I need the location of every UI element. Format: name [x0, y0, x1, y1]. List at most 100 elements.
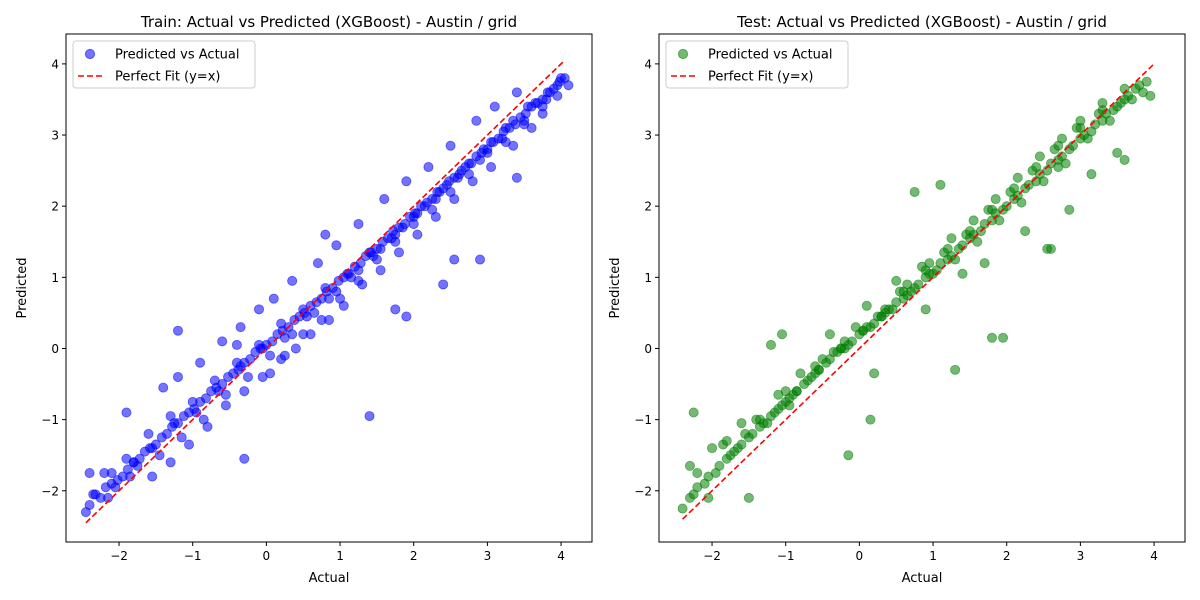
y-axis: −2 −1 0 1 2 3 4: [41, 57, 66, 498]
data-point: [165, 457, 176, 468]
data-point: [736, 439, 747, 450]
data-point: [765, 339, 776, 350]
data-point: [143, 428, 154, 439]
data-point: [817, 354, 828, 365]
plot-area: [677, 63, 1156, 520]
data-point: [84, 499, 95, 510]
data-point: [463, 158, 474, 169]
data-point: [795, 368, 806, 379]
data-point: [423, 162, 434, 173]
data-point: [1075, 122, 1086, 133]
y-tick-label: −2: [634, 484, 652, 498]
y-tick-label: 2: [51, 200, 59, 214]
data-point: [390, 236, 401, 247]
legend-marker: [84, 48, 96, 60]
data-point: [1082, 133, 1093, 144]
data-point: [353, 275, 364, 286]
data-point: [312, 258, 323, 269]
data-point: [121, 407, 132, 418]
data-point: [375, 243, 386, 254]
data-point: [375, 265, 386, 276]
y-tick-label: 3: [644, 129, 652, 143]
data-point: [813, 364, 824, 375]
data-point: [968, 215, 979, 226]
y-tick-label: 1: [644, 271, 652, 285]
data-point: [946, 233, 957, 244]
data-point: [486, 137, 497, 148]
data-point: [858, 325, 869, 336]
data-point: [408, 218, 419, 229]
data-point: [320, 229, 331, 240]
y-axis-label: Predicted: [15, 257, 30, 318]
perfect-fit-line: [682, 63, 1155, 520]
data-point: [791, 386, 802, 397]
data-point: [865, 414, 876, 425]
x-tick-label: 0: [263, 549, 271, 563]
x-tick-label: −2: [110, 549, 128, 563]
data-point: [714, 460, 725, 471]
legend-box: [72, 40, 256, 89]
data-point: [979, 258, 990, 269]
data-point: [729, 446, 740, 457]
data-point: [519, 119, 530, 130]
x-tick-label: 2: [410, 549, 418, 563]
x-tick-label: 4: [557, 549, 565, 563]
data-point: [169, 418, 180, 429]
x-tick-label: 4: [1150, 549, 1158, 563]
x-axis-label: Actual: [309, 571, 350, 586]
data-point: [920, 304, 931, 315]
legend: Predicted vs Actual Perfect Fit (y=x): [665, 40, 849, 89]
x-tick-label: 3: [484, 549, 492, 563]
data-point: [511, 87, 522, 98]
x-tick-label: 1: [336, 549, 344, 563]
data-point: [898, 286, 909, 297]
plot-frame: [658, 33, 1186, 543]
data-point: [1053, 140, 1064, 151]
data-point: [88, 489, 99, 500]
data-point: [684, 460, 695, 471]
y-tick-label: 4: [644, 57, 652, 71]
legend-box: [665, 40, 849, 89]
y-tick-label: 4: [51, 57, 59, 71]
data-point: [449, 254, 460, 265]
data-point: [335, 293, 346, 304]
data-point: [721, 435, 732, 446]
data-point: [537, 101, 548, 112]
data-point: [935, 179, 946, 190]
data-point: [316, 315, 327, 326]
data-point: [1038, 176, 1049, 187]
data-point: [677, 503, 688, 514]
data-point: [500, 122, 511, 133]
data-point: [438, 279, 449, 290]
y-axis: −2 −1 0 1 2 3 4: [634, 57, 659, 498]
data-point: [692, 467, 703, 478]
data-point: [475, 154, 486, 165]
data-point: [235, 361, 246, 372]
data-point: [990, 194, 1001, 205]
data-point: [736, 418, 747, 429]
data-point: [290, 343, 301, 354]
legend-label: Perfect Fit (y=x): [115, 70, 220, 85]
y-tick-label: 0: [644, 342, 652, 356]
data-point: [754, 414, 765, 425]
data-point: [401, 311, 412, 322]
data-point: [1119, 154, 1130, 165]
data-point: [1020, 226, 1031, 237]
data-point: [998, 332, 1009, 343]
legend-label: Predicted vs Actual: [115, 48, 239, 63]
data-point: [773, 403, 784, 414]
data-point: [556, 73, 567, 84]
x-tick-label: −1: [777, 549, 795, 563]
y-tick-label: 3: [51, 129, 59, 143]
y-axis-label: Predicted: [608, 257, 623, 318]
data-point: [1053, 162, 1064, 173]
x-tick-label: −1: [184, 549, 202, 563]
perfect-fit-line: [85, 59, 566, 524]
data-point: [920, 265, 931, 276]
data-point: [1009, 183, 1020, 194]
data-point: [231, 339, 242, 350]
data-point: [279, 350, 290, 361]
data-point: [869, 368, 880, 379]
x-axis: −2 −1 0 1 2 3 4: [703, 542, 1158, 563]
legend-marker: [677, 48, 689, 60]
